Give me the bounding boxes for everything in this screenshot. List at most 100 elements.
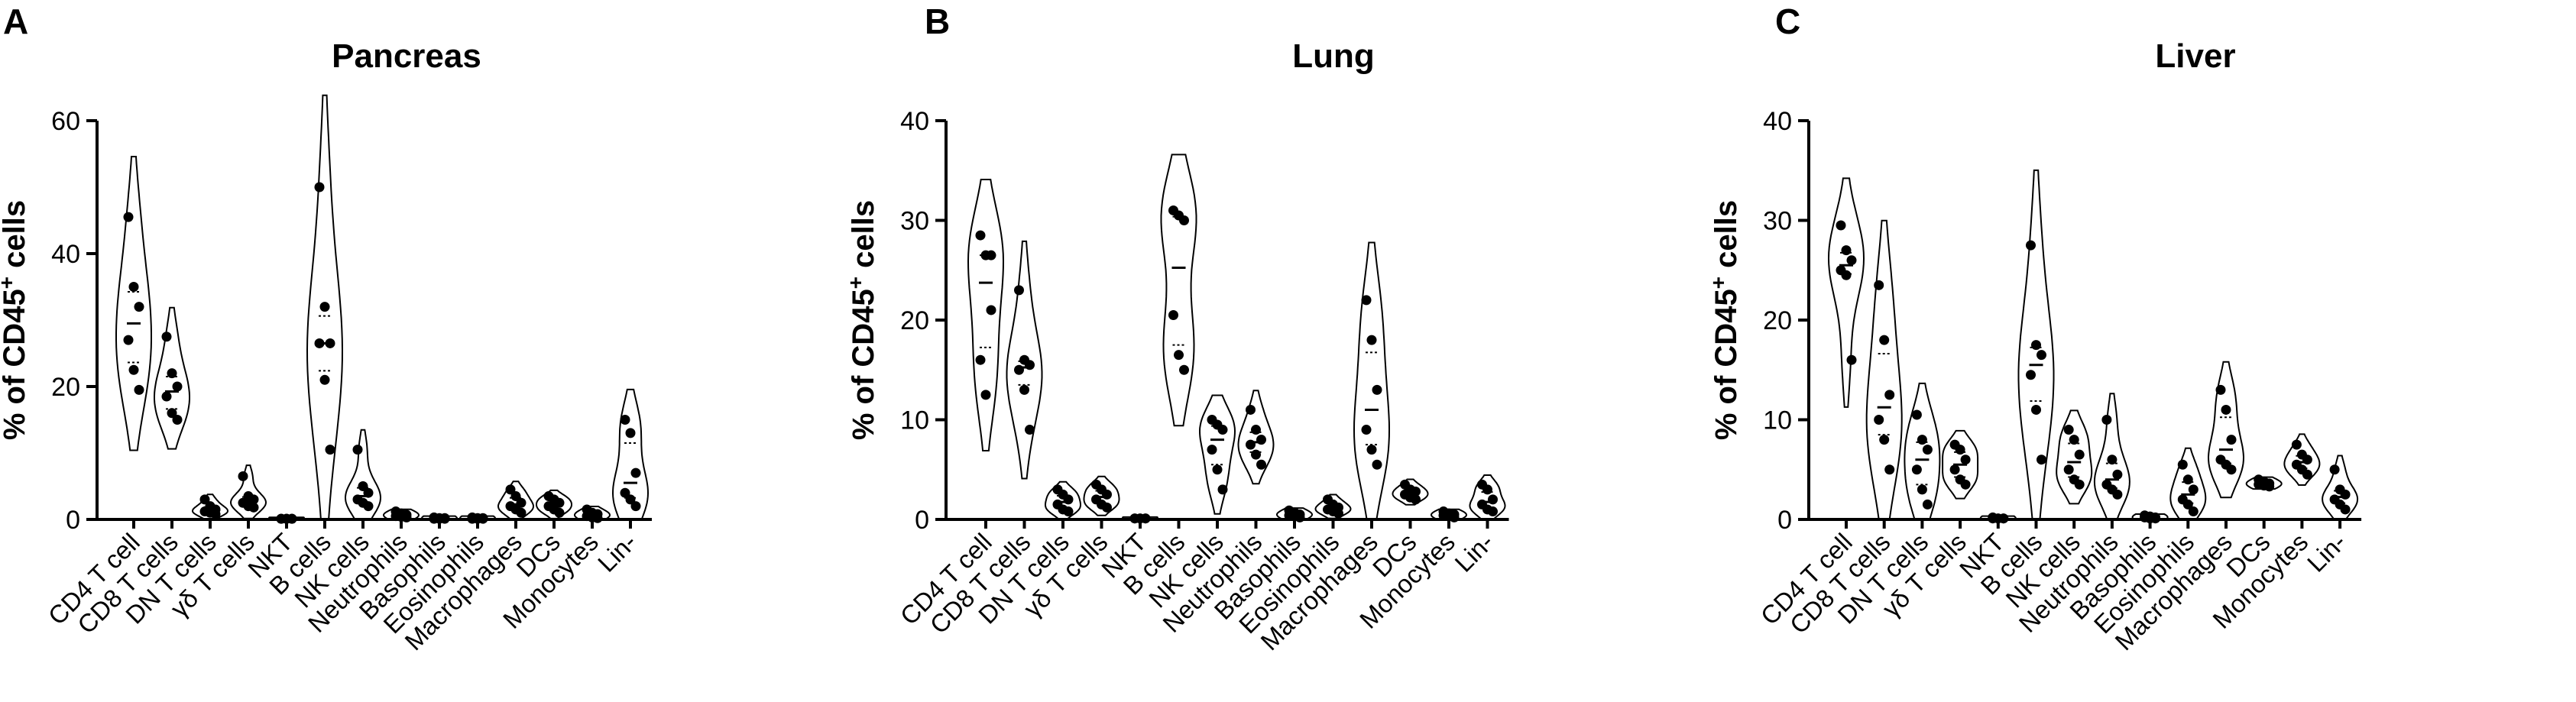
data-point [2302, 455, 2312, 465]
data-point [1955, 445, 1965, 455]
violin-shape [497, 480, 535, 520]
data-point [1333, 508, 1343, 519]
x-category-label: Lin- [2302, 528, 2351, 577]
panel-letter: B [925, 2, 950, 41]
data-point [1960, 479, 1971, 490]
data-point [248, 494, 259, 505]
data-point [134, 384, 144, 395]
data-point [2226, 464, 2237, 475]
data-point [238, 471, 248, 481]
data-point [2329, 464, 2340, 475]
violin-shape [611, 388, 650, 520]
data-point [592, 513, 603, 523]
data-point [1911, 409, 1922, 420]
data-point [1212, 464, 1223, 475]
violin-shape [2169, 447, 2207, 520]
data-point [2182, 474, 2193, 485]
chart-title: Pancreas [332, 37, 481, 75]
violin-shape [2283, 433, 2321, 486]
violin-shape [459, 515, 496, 520]
data-point [1372, 384, 1382, 395]
violin-shape [229, 464, 267, 519]
data-point [516, 507, 527, 518]
data-point [128, 364, 139, 375]
y-tick-label: 40 [51, 240, 80, 269]
y-tick-label: 60 [51, 107, 80, 136]
data-point [161, 391, 172, 402]
data-point [1207, 445, 1217, 455]
data-point [352, 445, 363, 455]
data-point [2036, 455, 2046, 465]
data-point [287, 513, 297, 524]
data-point [1366, 335, 1377, 345]
y-tick-label: 30 [1763, 207, 1792, 236]
data-point [2074, 449, 2085, 460]
data-point [1846, 354, 1857, 365]
violin-shape [2093, 393, 2130, 520]
data-point [1217, 484, 1228, 495]
data-point [2063, 464, 2074, 475]
data-point [1063, 494, 1074, 505]
data-point [2026, 240, 2036, 251]
violin-shape [1392, 478, 1429, 506]
data-point [1836, 220, 1846, 231]
data-point [516, 497, 527, 508]
data-point [2291, 439, 2302, 450]
data-point [123, 212, 134, 222]
data-point [1879, 435, 1890, 445]
y-tick-label: 0 [1777, 506, 1792, 535]
violin-shape [2056, 409, 2093, 505]
x-category-label: Lin- [592, 528, 642, 577]
data-point [1025, 360, 1035, 370]
data-point [630, 467, 641, 478]
data-point [1246, 439, 1256, 450]
violin-shape [1865, 219, 1903, 520]
data-point [980, 390, 991, 400]
violin-shape [2322, 455, 2359, 520]
data-point [1366, 445, 1377, 455]
violin-shape [1431, 508, 1467, 520]
data-point [1019, 384, 1029, 395]
data-point [1246, 404, 1256, 415]
violin-shape [1083, 475, 1120, 516]
data-point [1884, 390, 1895, 400]
data-point [625, 494, 636, 505]
y-tick-label: 10 [1763, 406, 1792, 435]
data-point [363, 487, 374, 498]
data-point [1294, 512, 1305, 522]
violin-shape [192, 493, 228, 520]
data-point [1482, 484, 1492, 495]
data-point [2188, 506, 2199, 517]
data-point [1911, 464, 1922, 475]
data-point [2112, 489, 2123, 500]
violin-shape [421, 515, 458, 520]
data-point [554, 507, 565, 518]
data-point [248, 502, 259, 513]
data-point [1879, 335, 1890, 345]
y-tick-label: 0 [915, 506, 929, 535]
violin-shape [1353, 241, 1391, 520]
violin-shape [1045, 480, 1081, 520]
y-tick-label: 20 [51, 373, 80, 402]
violin-shape [2207, 361, 2245, 499]
data-point [1063, 506, 1074, 517]
data-point [439, 513, 450, 524]
violin-shape [1469, 474, 1506, 520]
data-point [1846, 255, 1857, 266]
data-point [478, 513, 488, 524]
panel-letter: A [3, 2, 28, 41]
data-point [1102, 489, 1112, 500]
data-point [1256, 459, 1266, 470]
data-point [2063, 425, 2074, 435]
violin-shape [1904, 382, 1941, 520]
data-point [401, 512, 412, 522]
data-point [1841, 245, 1852, 256]
data-point [161, 332, 172, 342]
data-point [2182, 499, 2193, 510]
data-point [2340, 504, 2351, 515]
data-point [2031, 340, 2041, 351]
data-point [1025, 425, 1035, 435]
data-point [1361, 295, 1372, 306]
data-point [2026, 370, 2036, 380]
